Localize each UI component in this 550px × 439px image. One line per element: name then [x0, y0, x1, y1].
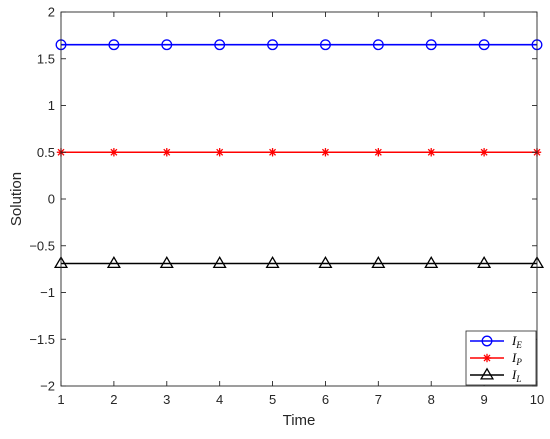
- data-point-i-l: [106, 256, 121, 269]
- data-point-i-e: [319, 39, 331, 51]
- y-tick-label: −0.5: [29, 238, 55, 253]
- legend-marker-i-l: [479, 367, 495, 380]
- x-axis-label: Time: [283, 412, 316, 429]
- data-point-i-p: [479, 148, 489, 157]
- legend-marker-i-p: [482, 353, 492, 363]
- x-tick-label: 2: [110, 392, 117, 407]
- y-tick-label: 0.5: [37, 145, 55, 160]
- x-tick-label: 8: [428, 392, 435, 407]
- y-tick-label: 1: [48, 98, 55, 113]
- x-tick-label: 6: [322, 392, 329, 407]
- y-tick-label: 2: [48, 5, 55, 20]
- x-tick-label: 4: [216, 392, 223, 407]
- x-tick-label: 7: [375, 392, 382, 407]
- y-axis-label: Solution: [8, 172, 25, 226]
- data-point-i-p: [215, 148, 224, 157]
- data-point-i-l: [159, 256, 174, 269]
- data-point-i-e: [267, 39, 279, 51]
- data-point-i-l: [477, 256, 492, 269]
- legend-label-i-e: IE: [511, 333, 522, 350]
- data-point-i-l: [212, 256, 227, 269]
- plot-area: [61, 12, 537, 386]
- data-point-i-p: [427, 148, 436, 157]
- data-point-i-l: [424, 256, 439, 269]
- data-point-i-e: [214, 39, 226, 51]
- data-point-i-l: [265, 256, 280, 269]
- x-tick-label: 5: [269, 392, 276, 407]
- data-point-i-p: [374, 148, 383, 157]
- data-point-i-p: [321, 148, 330, 157]
- series-layer: [53, 39, 545, 269]
- data-point-i-e: [372, 39, 384, 51]
- data-point-i-e: [478, 39, 490, 51]
- y-tick-label: −1.5: [29, 332, 55, 347]
- data-point-i-l: [371, 256, 386, 269]
- x-tick-label: 1: [57, 392, 64, 407]
- y-tick-label: 1.5: [37, 51, 55, 66]
- legend-label-i-l: IL: [511, 367, 521, 384]
- data-point-i-p: [109, 148, 119, 157]
- y-tick-label: −1: [40, 285, 55, 300]
- legend-marker-i-e: [481, 335, 493, 347]
- y-tick-label: −2: [40, 379, 55, 394]
- data-point-i-l: [318, 256, 333, 269]
- data-point-i-e: [161, 39, 173, 51]
- data-point-i-e: [425, 39, 437, 51]
- x-tick-label: 3: [163, 392, 170, 407]
- y-tick-label: 0: [48, 192, 55, 207]
- axes-layer: 1 2 3 4 5 6 7 8 9 10 −2 −1.5 −1 −0.5 0 0.5 1 1.5 2: [29, 5, 544, 408]
- data-point-i-p: [162, 148, 171, 157]
- data-point-i-e: [108, 39, 120, 51]
- x-tick-label: 9: [480, 392, 487, 407]
- x-tick-label: 10: [530, 392, 544, 407]
- data-point-i-p: [268, 148, 277, 157]
- legend-label-i-p: IP: [511, 350, 522, 367]
